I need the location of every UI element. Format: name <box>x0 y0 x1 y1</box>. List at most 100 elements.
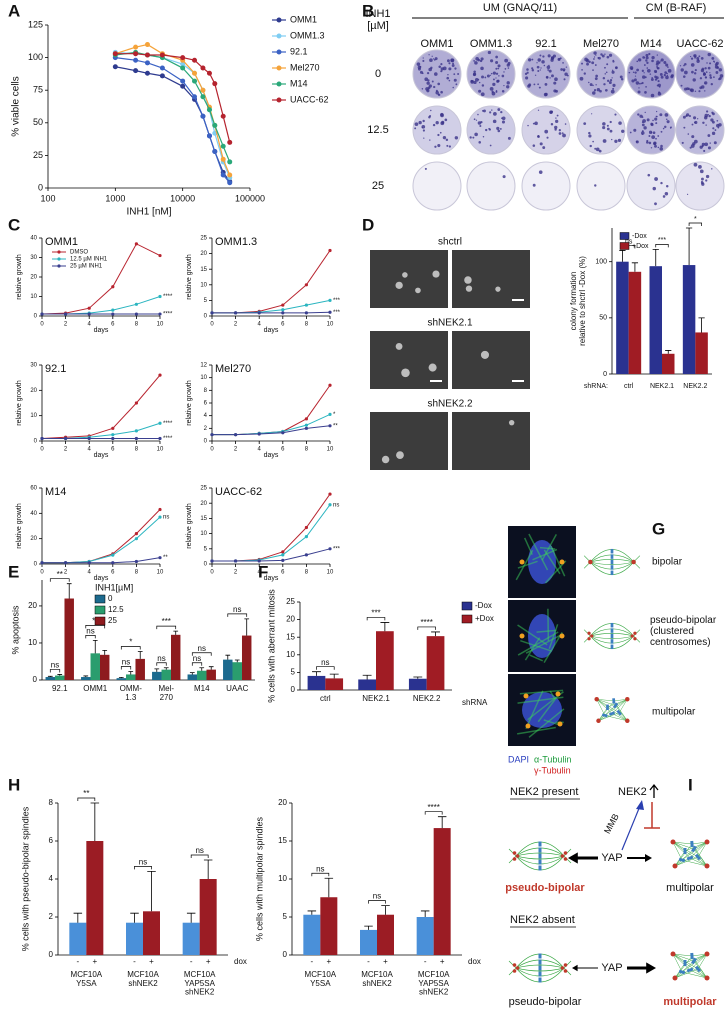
legend-label: 12.5 <box>108 605 124 614</box>
colony <box>664 125 667 129</box>
series-line <box>212 493 331 562</box>
colony <box>633 128 637 132</box>
activation-arrow <box>621 805 641 851</box>
colony <box>708 114 711 118</box>
x-tick-label: ctrl <box>320 694 331 703</box>
legend-label: -Dox <box>632 233 647 240</box>
colony <box>498 75 500 77</box>
colony <box>526 71 529 74</box>
colony <box>683 126 686 129</box>
spindle-fiber <box>674 955 693 979</box>
colony <box>665 75 669 80</box>
colony <box>693 54 697 58</box>
error-bar <box>364 925 373 930</box>
culture-plate <box>412 161 462 211</box>
colony <box>612 59 614 62</box>
legend-title: INH1[µM] <box>95 582 133 592</box>
colony <box>416 62 421 66</box>
culture-plate <box>466 49 516 99</box>
bar <box>649 266 662 374</box>
colony <box>701 177 704 181</box>
colony <box>554 128 557 131</box>
centrosome <box>594 696 599 702</box>
astral-fiber <box>508 960 517 969</box>
yap-label: YAP <box>601 852 622 864</box>
y-tick-label: 0 <box>204 314 208 320</box>
centrosome <box>596 718 601 724</box>
colony <box>591 113 593 115</box>
colony <box>614 66 618 70</box>
colony <box>489 111 492 114</box>
colony <box>692 78 696 82</box>
bar <box>232 662 242 680</box>
x-tick-label: 6 <box>281 570 285 576</box>
x-tick-label: 2 <box>64 447 68 453</box>
colony <box>588 134 592 138</box>
colony <box>608 81 612 85</box>
colony <box>696 118 699 120</box>
colony <box>594 64 597 66</box>
significance-label: ns <box>198 644 206 653</box>
colony <box>693 72 697 75</box>
tubulin-stain <box>536 629 557 633</box>
data-point <box>234 433 238 437</box>
colony <box>701 85 705 89</box>
centrosome-stain <box>519 633 525 639</box>
spindle-fiber <box>697 953 708 970</box>
bar <box>307 675 326 690</box>
cell-colony <box>432 270 440 278</box>
chromosome <box>686 855 694 861</box>
colony <box>650 123 654 127</box>
spindle-fiber <box>672 953 695 962</box>
series-label: + <box>383 957 388 966</box>
colony <box>704 76 708 79</box>
x-tick-label: MCF10A Y5SA <box>71 970 103 988</box>
colony <box>704 67 707 70</box>
centrosome-stain <box>559 559 565 565</box>
error-bar <box>652 248 659 267</box>
colony <box>439 131 442 134</box>
significance-label: *** <box>371 609 380 618</box>
series-label: + <box>440 957 445 966</box>
spindle-fiber <box>689 841 708 859</box>
colony <box>665 63 669 67</box>
colony <box>609 79 613 82</box>
colony <box>694 120 698 125</box>
bar <box>170 634 181 680</box>
significance-bracket <box>311 872 330 877</box>
x-axis-label: days <box>264 575 279 582</box>
significance-label: ns <box>333 502 339 508</box>
chart-title: Mel270 <box>215 363 251 375</box>
colony <box>659 73 663 76</box>
chromosome <box>610 559 614 565</box>
data-point <box>328 310 332 314</box>
colony <box>711 168 713 170</box>
colony <box>709 74 712 77</box>
chromosome <box>538 847 542 853</box>
colony <box>709 62 712 65</box>
colony <box>642 56 645 59</box>
colony <box>446 144 449 147</box>
colony <box>537 135 540 138</box>
significance-label: **** <box>427 803 439 812</box>
colony <box>710 118 714 122</box>
culture-plate <box>412 105 462 155</box>
legend-marker <box>276 17 282 23</box>
colony <box>635 81 640 85</box>
colony <box>440 90 443 94</box>
bar <box>86 841 104 955</box>
spindle-fiber <box>590 561 634 566</box>
tubulin-stain <box>549 690 556 700</box>
data-point <box>200 87 206 93</box>
colony <box>691 135 695 139</box>
colony <box>608 53 613 57</box>
group-label: CM (B-RAF) <box>646 2 707 14</box>
significance-label: *** <box>162 617 171 626</box>
spindle-fiber <box>684 962 708 979</box>
colony <box>650 93 655 98</box>
colony <box>474 132 478 137</box>
significance-label: ns <box>233 605 241 614</box>
significance-label: *** <box>658 237 666 244</box>
significance-label: * <box>333 412 336 418</box>
colony <box>503 71 505 73</box>
